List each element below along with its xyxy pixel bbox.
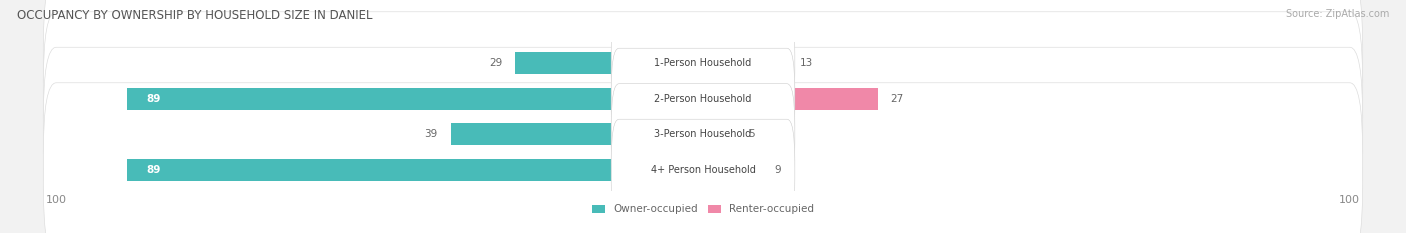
Text: 13: 13 xyxy=(800,58,813,68)
FancyBboxPatch shape xyxy=(612,119,794,220)
Text: 2-Person Household: 2-Person Household xyxy=(654,94,752,104)
FancyBboxPatch shape xyxy=(612,48,794,149)
FancyBboxPatch shape xyxy=(44,12,1362,186)
Text: 89: 89 xyxy=(146,94,162,104)
Bar xyxy=(703,159,761,181)
Text: 1-Person Household: 1-Person Household xyxy=(654,58,752,68)
Text: OCCUPANCY BY OWNERSHIP BY HOUSEHOLD SIZE IN DANIEL: OCCUPANCY BY OWNERSHIP BY HOUSEHOLD SIZE… xyxy=(17,9,373,22)
FancyBboxPatch shape xyxy=(612,13,794,114)
Bar xyxy=(128,88,703,110)
Bar xyxy=(516,52,703,74)
Text: 3-Person Household: 3-Person Household xyxy=(654,129,752,139)
Bar xyxy=(703,52,787,74)
Text: 9: 9 xyxy=(775,165,780,175)
Text: 27: 27 xyxy=(890,94,904,104)
Bar xyxy=(128,159,703,181)
Bar xyxy=(703,123,735,145)
Text: 4+ Person Household: 4+ Person Household xyxy=(651,165,755,175)
Text: 29: 29 xyxy=(489,58,502,68)
Text: Source: ZipAtlas.com: Source: ZipAtlas.com xyxy=(1285,9,1389,19)
FancyBboxPatch shape xyxy=(44,47,1362,221)
FancyBboxPatch shape xyxy=(44,83,1362,233)
Legend: Owner-occupied, Renter-occupied: Owner-occupied, Renter-occupied xyxy=(588,200,818,219)
Bar xyxy=(703,88,877,110)
Text: 89: 89 xyxy=(146,165,162,175)
Bar xyxy=(451,123,703,145)
Text: 5: 5 xyxy=(748,129,755,139)
FancyBboxPatch shape xyxy=(612,84,794,185)
FancyBboxPatch shape xyxy=(44,0,1362,150)
Text: 39: 39 xyxy=(425,129,437,139)
